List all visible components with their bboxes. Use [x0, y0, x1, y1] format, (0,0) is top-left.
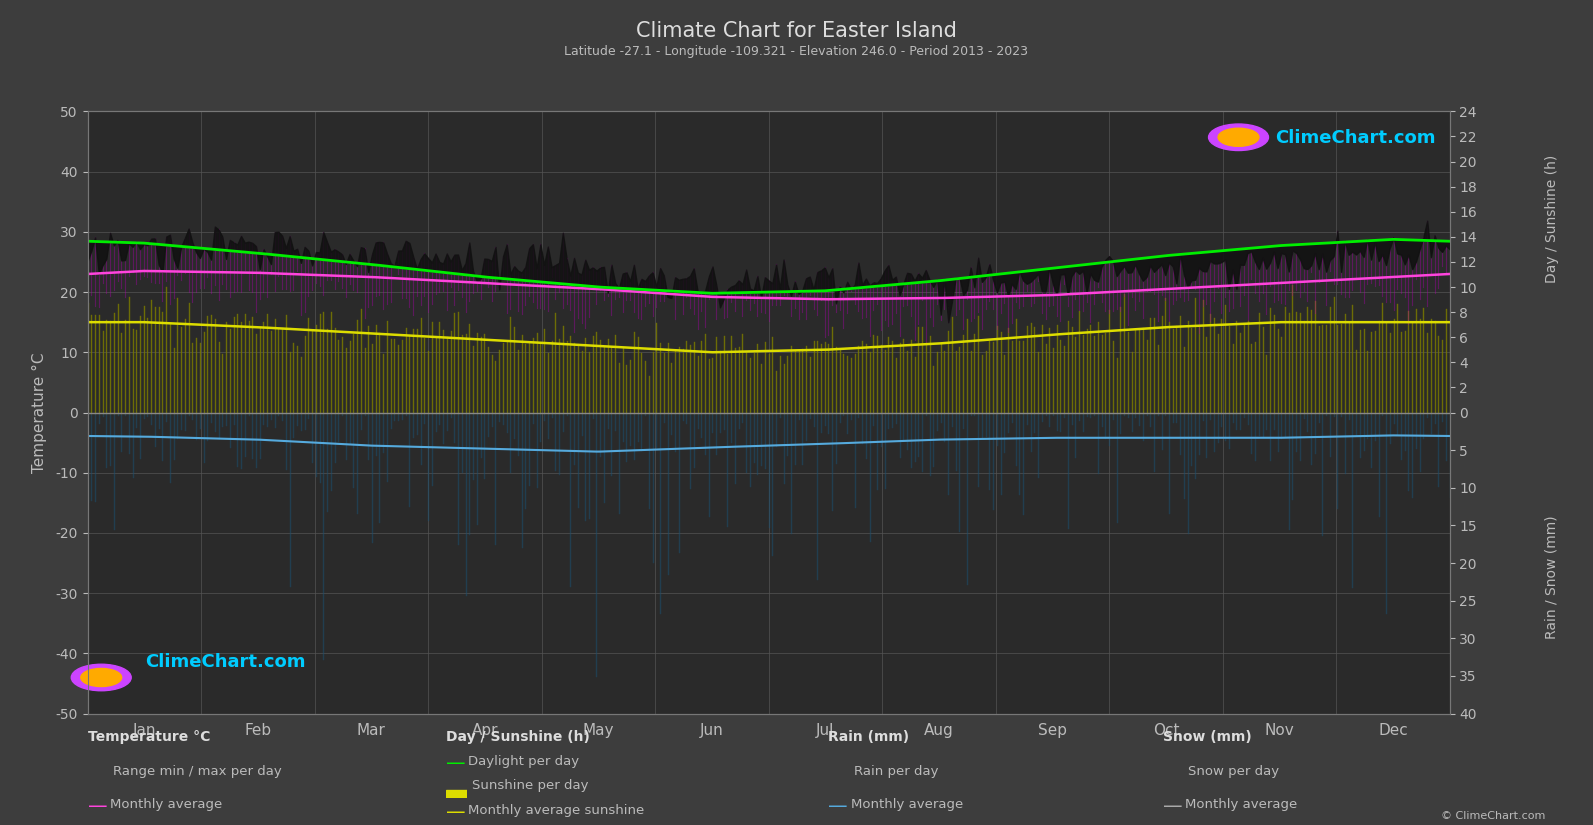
Text: —: — — [446, 803, 465, 823]
Text: Latitude -27.1 - Longitude -109.321 - Elevation 246.0 - Period 2013 - 2023: Latitude -27.1 - Longitude -109.321 - El… — [564, 45, 1029, 59]
Text: —: — — [88, 796, 107, 816]
Text: Range min / max per day: Range min / max per day — [113, 765, 282, 778]
Text: Monthly average sunshine: Monthly average sunshine — [468, 804, 645, 818]
Text: Daylight per day: Daylight per day — [468, 755, 580, 768]
Circle shape — [72, 664, 131, 691]
Text: ClimeChart.com: ClimeChart.com — [1276, 130, 1435, 148]
Text: Temperature °C: Temperature °C — [88, 730, 210, 744]
Text: Monthly average: Monthly average — [851, 798, 962, 811]
Text: Snow (mm): Snow (mm) — [1163, 730, 1252, 744]
Text: © ClimeChart.com: © ClimeChart.com — [1440, 811, 1545, 821]
Text: Rain per day: Rain per day — [854, 765, 938, 778]
Text: Rain (mm): Rain (mm) — [828, 730, 910, 744]
Text: Day / Sunshine (h): Day / Sunshine (h) — [446, 730, 589, 744]
Text: Sunshine per day: Sunshine per day — [472, 779, 588, 792]
Circle shape — [1219, 128, 1258, 146]
Y-axis label: Temperature °C: Temperature °C — [32, 352, 48, 473]
Text: Snow per day: Snow per day — [1188, 765, 1279, 778]
Text: Monthly average: Monthly average — [110, 798, 221, 811]
Text: ClimeChart.com: ClimeChart.com — [145, 653, 306, 672]
Text: Day / Sunshine (h): Day / Sunshine (h) — [1545, 154, 1558, 283]
Circle shape — [81, 668, 121, 686]
Text: —: — — [446, 753, 465, 773]
Text: —: — — [1163, 796, 1182, 816]
Circle shape — [1209, 124, 1268, 150]
Text: —: — — [828, 796, 847, 816]
Text: Climate Chart for Easter Island: Climate Chart for Easter Island — [636, 21, 957, 40]
Text: Monthly average: Monthly average — [1185, 798, 1297, 811]
Bar — [446, 790, 467, 798]
Text: Rain / Snow (mm): Rain / Snow (mm) — [1545, 516, 1558, 639]
